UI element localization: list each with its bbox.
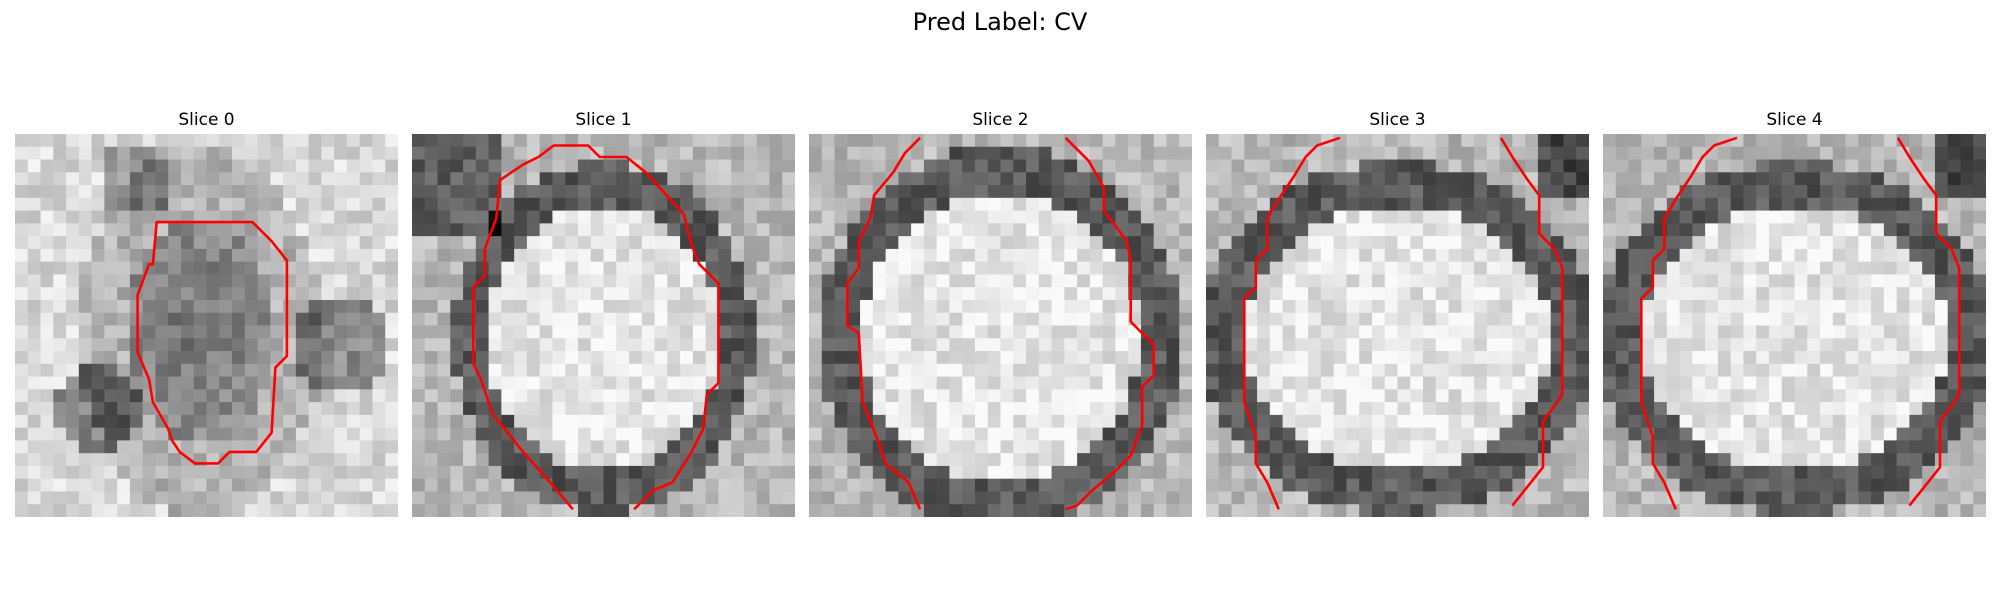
slice-image [412,134,795,517]
slice-panel-1: Slice 1 [412,108,795,518]
slice-panel-2: Slice 2 [809,108,1192,518]
slice-title: Slice 0 [178,110,235,130]
slice-panel-3: Slice 3 [1206,108,1589,518]
contour-line [1499,137,1564,507]
contour-line [471,144,720,511]
slice-title: Slice 3 [1369,110,1426,130]
figure-title: Pred Label: CV [912,8,1088,36]
slice-title: Slice 1 [575,110,632,130]
contour-line [1064,136,1156,511]
slice-title: Slice 2 [972,110,1029,130]
contour-line [1896,137,1961,507]
slice-panel-0: Slice 0 [15,108,398,518]
slice-panel-4: Slice 4 [1603,108,1986,518]
contour-line [1639,136,1738,510]
slice-title: Slice 4 [1766,110,1823,130]
slice-image [809,134,1192,517]
contour-line [845,136,922,510]
slice-image [1206,134,1589,517]
slice-image [15,134,398,517]
slice-image [1603,134,1986,517]
contour-line [136,220,289,465]
contour-line [1242,136,1341,510]
